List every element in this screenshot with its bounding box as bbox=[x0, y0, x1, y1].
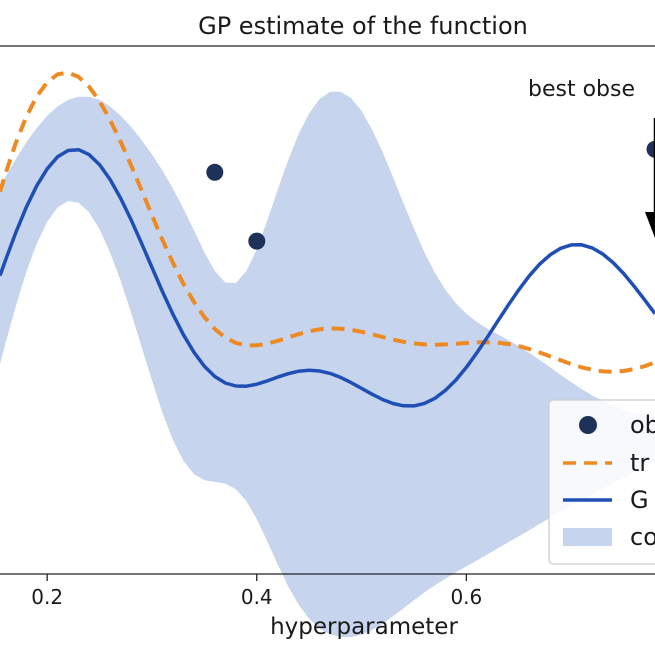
annotation-arrow bbox=[645, 118, 655, 238]
observation-point-1 bbox=[206, 163, 224, 181]
plot-area bbox=[0, 70, 655, 638]
observation-point-2 bbox=[248, 232, 266, 250]
x-ticks: 0.2 0.4 0.6 bbox=[31, 574, 482, 609]
legend-label-gp: G bbox=[630, 486, 649, 514]
legend: ob tr G co bbox=[548, 399, 655, 565]
best-observed-annotation: best obse bbox=[528, 77, 635, 102]
gp-mean-line bbox=[0, 147, 655, 408]
x-tick-label: 0.4 bbox=[241, 585, 273, 609]
chart-title: GP estimate of the function bbox=[198, 12, 528, 40]
legend-frame bbox=[548, 399, 655, 565]
true-function-line bbox=[0, 70, 655, 374]
legend-label-true: tr bbox=[630, 449, 649, 477]
legend-label-confidence: co bbox=[630, 523, 655, 551]
legend-marker-observations bbox=[579, 416, 597, 434]
confidence-band bbox=[0, 91, 655, 638]
observation-point-3 bbox=[646, 140, 655, 158]
legend-label-observations: ob bbox=[630, 411, 655, 439]
x-axis-label: hyperparameter bbox=[270, 614, 458, 640]
legend-patch-confidence bbox=[563, 528, 612, 546]
x-tick-label: 0.2 bbox=[31, 585, 63, 609]
x-tick-label: 0.6 bbox=[450, 585, 482, 609]
